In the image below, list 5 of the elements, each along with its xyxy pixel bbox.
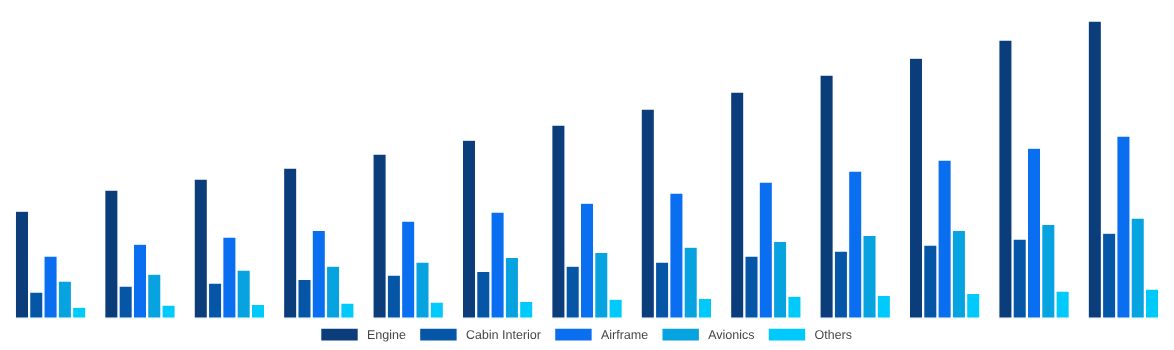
legend-label: Others <box>815 329 852 340</box>
legend-label: Cabin Interior <box>466 329 541 340</box>
legend-label: Engine <box>368 329 406 342</box>
legend-label: Airframe <box>600 329 648 340</box>
legend-label: Avionics <box>708 329 755 340</box>
